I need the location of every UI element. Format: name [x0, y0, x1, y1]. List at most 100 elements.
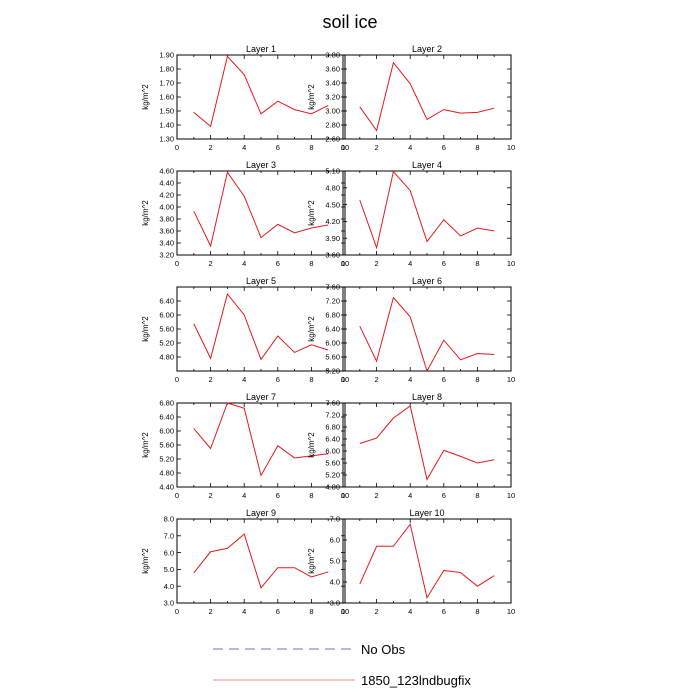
- plot-frame-layer-10: [342, 518, 512, 604]
- x-tick-label: 10: [341, 259, 349, 268]
- x-tick-label: 8: [475, 143, 479, 152]
- series-line-layer-10: [359, 523, 495, 600]
- y-tick-label: 1.80: [159, 65, 174, 74]
- x-tick-label: 0: [175, 607, 179, 616]
- y-tick-label: 5.0: [164, 565, 174, 574]
- x-tick-label: 4: [408, 607, 412, 616]
- legend: No Obs 1850_123lndbugfix: [213, 642, 471, 688]
- figure-title: soil ice: [322, 12, 377, 32]
- y-tick-label: 3.60: [325, 65, 340, 74]
- x-tick-label: 4: [242, 259, 246, 268]
- panel-title-layer-8: Layer 8: [412, 392, 442, 402]
- panel-layer-5: Layer 5 0 2 4 6 8 10 4.80 5.20 5.60 6.00 6.40 kg/m^2: [141, 276, 349, 384]
- y-tick-label: 3.40: [325, 79, 340, 88]
- x-tick-label: 0: [341, 375, 345, 384]
- y-tick-label: 4.20: [325, 217, 340, 226]
- y-tick-label: 4.40: [159, 179, 174, 188]
- x-tick-label: 4: [242, 491, 246, 500]
- series-line-layer-9: [193, 533, 329, 589]
- x-tick-label: 2: [209, 143, 213, 152]
- x-tick-label: 10: [341, 607, 349, 616]
- y-tick-label: 6.80: [159, 399, 174, 408]
- x-tick-label: 4: [242, 607, 246, 616]
- panel-layer-8: Layer 80 2 4 6 8 104.805.205.606.006.406.807.…: [307, 392, 515, 500]
- panel-title-layer-7: Layer 7: [246, 392, 276, 402]
- panel-title-layer-4: Layer 4: [412, 160, 442, 170]
- y-tick-label: 5.60: [325, 353, 340, 362]
- y-tick-label: 7.20: [325, 411, 340, 420]
- x-tick-label: 2: [209, 607, 213, 616]
- y-tick-label: 8.0: [164, 515, 174, 524]
- x-tick-label: 10: [507, 491, 515, 500]
- panel-grid: Layer 10 2 4 6 8 101.301.401.501.601.701.801.…: [141, 44, 515, 616]
- panel-title-layer-5: Layer 5: [246, 276, 276, 286]
- y-axis-label-layer-9: kg/m^2: [141, 548, 150, 574]
- x-tick-label: 6: [276, 259, 280, 268]
- x-tick-label: 6: [276, 607, 280, 616]
- x-tick-label: 6: [442, 259, 446, 268]
- y-tick-label: 7.60: [325, 283, 340, 292]
- x-tick-label: 2: [375, 143, 379, 152]
- y-tick-label: 6.40: [325, 435, 340, 444]
- x-tick-label: 2: [209, 491, 213, 500]
- y-tick-label: 4.80: [325, 483, 340, 492]
- y-tick-label: 1.60: [159, 93, 174, 102]
- x-tick-label: 2: [375, 375, 379, 384]
- x-tick-label: 6: [442, 143, 446, 152]
- panel-layer-3: Layer 3 0 2 4 6 8 10 3.20 3.40 3.60 3.80 4.00 4.20 4.…: [141, 160, 349, 268]
- x-tick-label: 10: [341, 375, 349, 384]
- y-tick-label: 6.40: [159, 297, 174, 306]
- x-tick-label: 4: [408, 143, 412, 152]
- x-tick-label: 10: [507, 259, 515, 268]
- x-tick-label: 4: [408, 259, 412, 268]
- y-tick-label: 4.60: [159, 167, 174, 176]
- y-tick-label: 3.60: [325, 251, 340, 260]
- panel-title-layer-6: Layer 6: [412, 276, 442, 286]
- x-tick-label: 8: [309, 375, 313, 384]
- y-tick-label: 6.40: [325, 325, 340, 334]
- y-tick-label: 6.00: [325, 447, 340, 456]
- legend-label-no-obs: No Obs: [361, 642, 406, 657]
- y-axis-label-layer-8: kg/m^2: [307, 432, 316, 458]
- x-tick-label: 4: [408, 375, 412, 384]
- x-tick-label: 10: [507, 143, 515, 152]
- y-tick-label: 5.60: [159, 441, 174, 450]
- x-tick-label: 2: [209, 259, 213, 268]
- y-tick-label: 4.40: [159, 483, 174, 492]
- y-tick-label: 3.0: [164, 599, 174, 608]
- y-tick-label: 4.0: [164, 582, 174, 591]
- y-tick-label: 7.0: [330, 515, 340, 524]
- y-tick-label: 5.10: [325, 167, 340, 176]
- y-tick-label: 3.90: [325, 234, 340, 243]
- y-tick-label: 3.20: [325, 93, 340, 102]
- x-tick-label: 4: [242, 143, 246, 152]
- x-tick-label: 6: [276, 375, 280, 384]
- y-tick-label: 4.80: [159, 469, 174, 478]
- x-tick-label: 8: [475, 607, 479, 616]
- y-axis-label-layer-4: kg/m^2: [307, 200, 316, 226]
- x-tick-label: 8: [309, 607, 313, 616]
- plot-frame-layer-2: [342, 54, 512, 140]
- panel-layer-10: Layer 100 2 4 6 8 103.04.05.06.07.0kg/m^2: [307, 508, 515, 616]
- panel-layer-2: Layer 20 2 4 6 8 102.602.803.003.203.403.603.…: [307, 44, 515, 152]
- x-tick-label: 10: [341, 491, 349, 500]
- y-tick-label: 5.20: [159, 455, 174, 464]
- x-tick-label: 0: [341, 491, 345, 500]
- x-tick-label: 0: [175, 259, 179, 268]
- y-tick-label: 3.0: [330, 599, 340, 608]
- panel-layer-6: Layer 60 2 4 6 8 105.205.606.006.406.807.207.…: [307, 276, 515, 384]
- y-tick-label: 6.00: [159, 311, 174, 320]
- x-tick-label: 8: [309, 491, 313, 500]
- plot-frame-layer-9: [176, 518, 346, 604]
- y-tick-label: 1.30: [159, 135, 174, 144]
- x-tick-label: 0: [175, 491, 179, 500]
- series-line-layer-3: [193, 170, 329, 248]
- y-axis-label-layer-1: kg/m^2: [141, 84, 150, 110]
- y-tick-label: 5.60: [325, 459, 340, 468]
- y-tick-label: 6.00: [159, 427, 174, 436]
- y-axis-label-layer-10: kg/m^2: [307, 548, 316, 574]
- y-tick-label: 4.50: [325, 200, 340, 209]
- x-tick-label: 8: [475, 375, 479, 384]
- y-tick-label: 3.20: [159, 251, 174, 260]
- panel-layer-7: Layer 7 0 2 4 6 8 10 4.40 4.80 5.20 5.60 6.00 6.40 6.…: [141, 392, 349, 500]
